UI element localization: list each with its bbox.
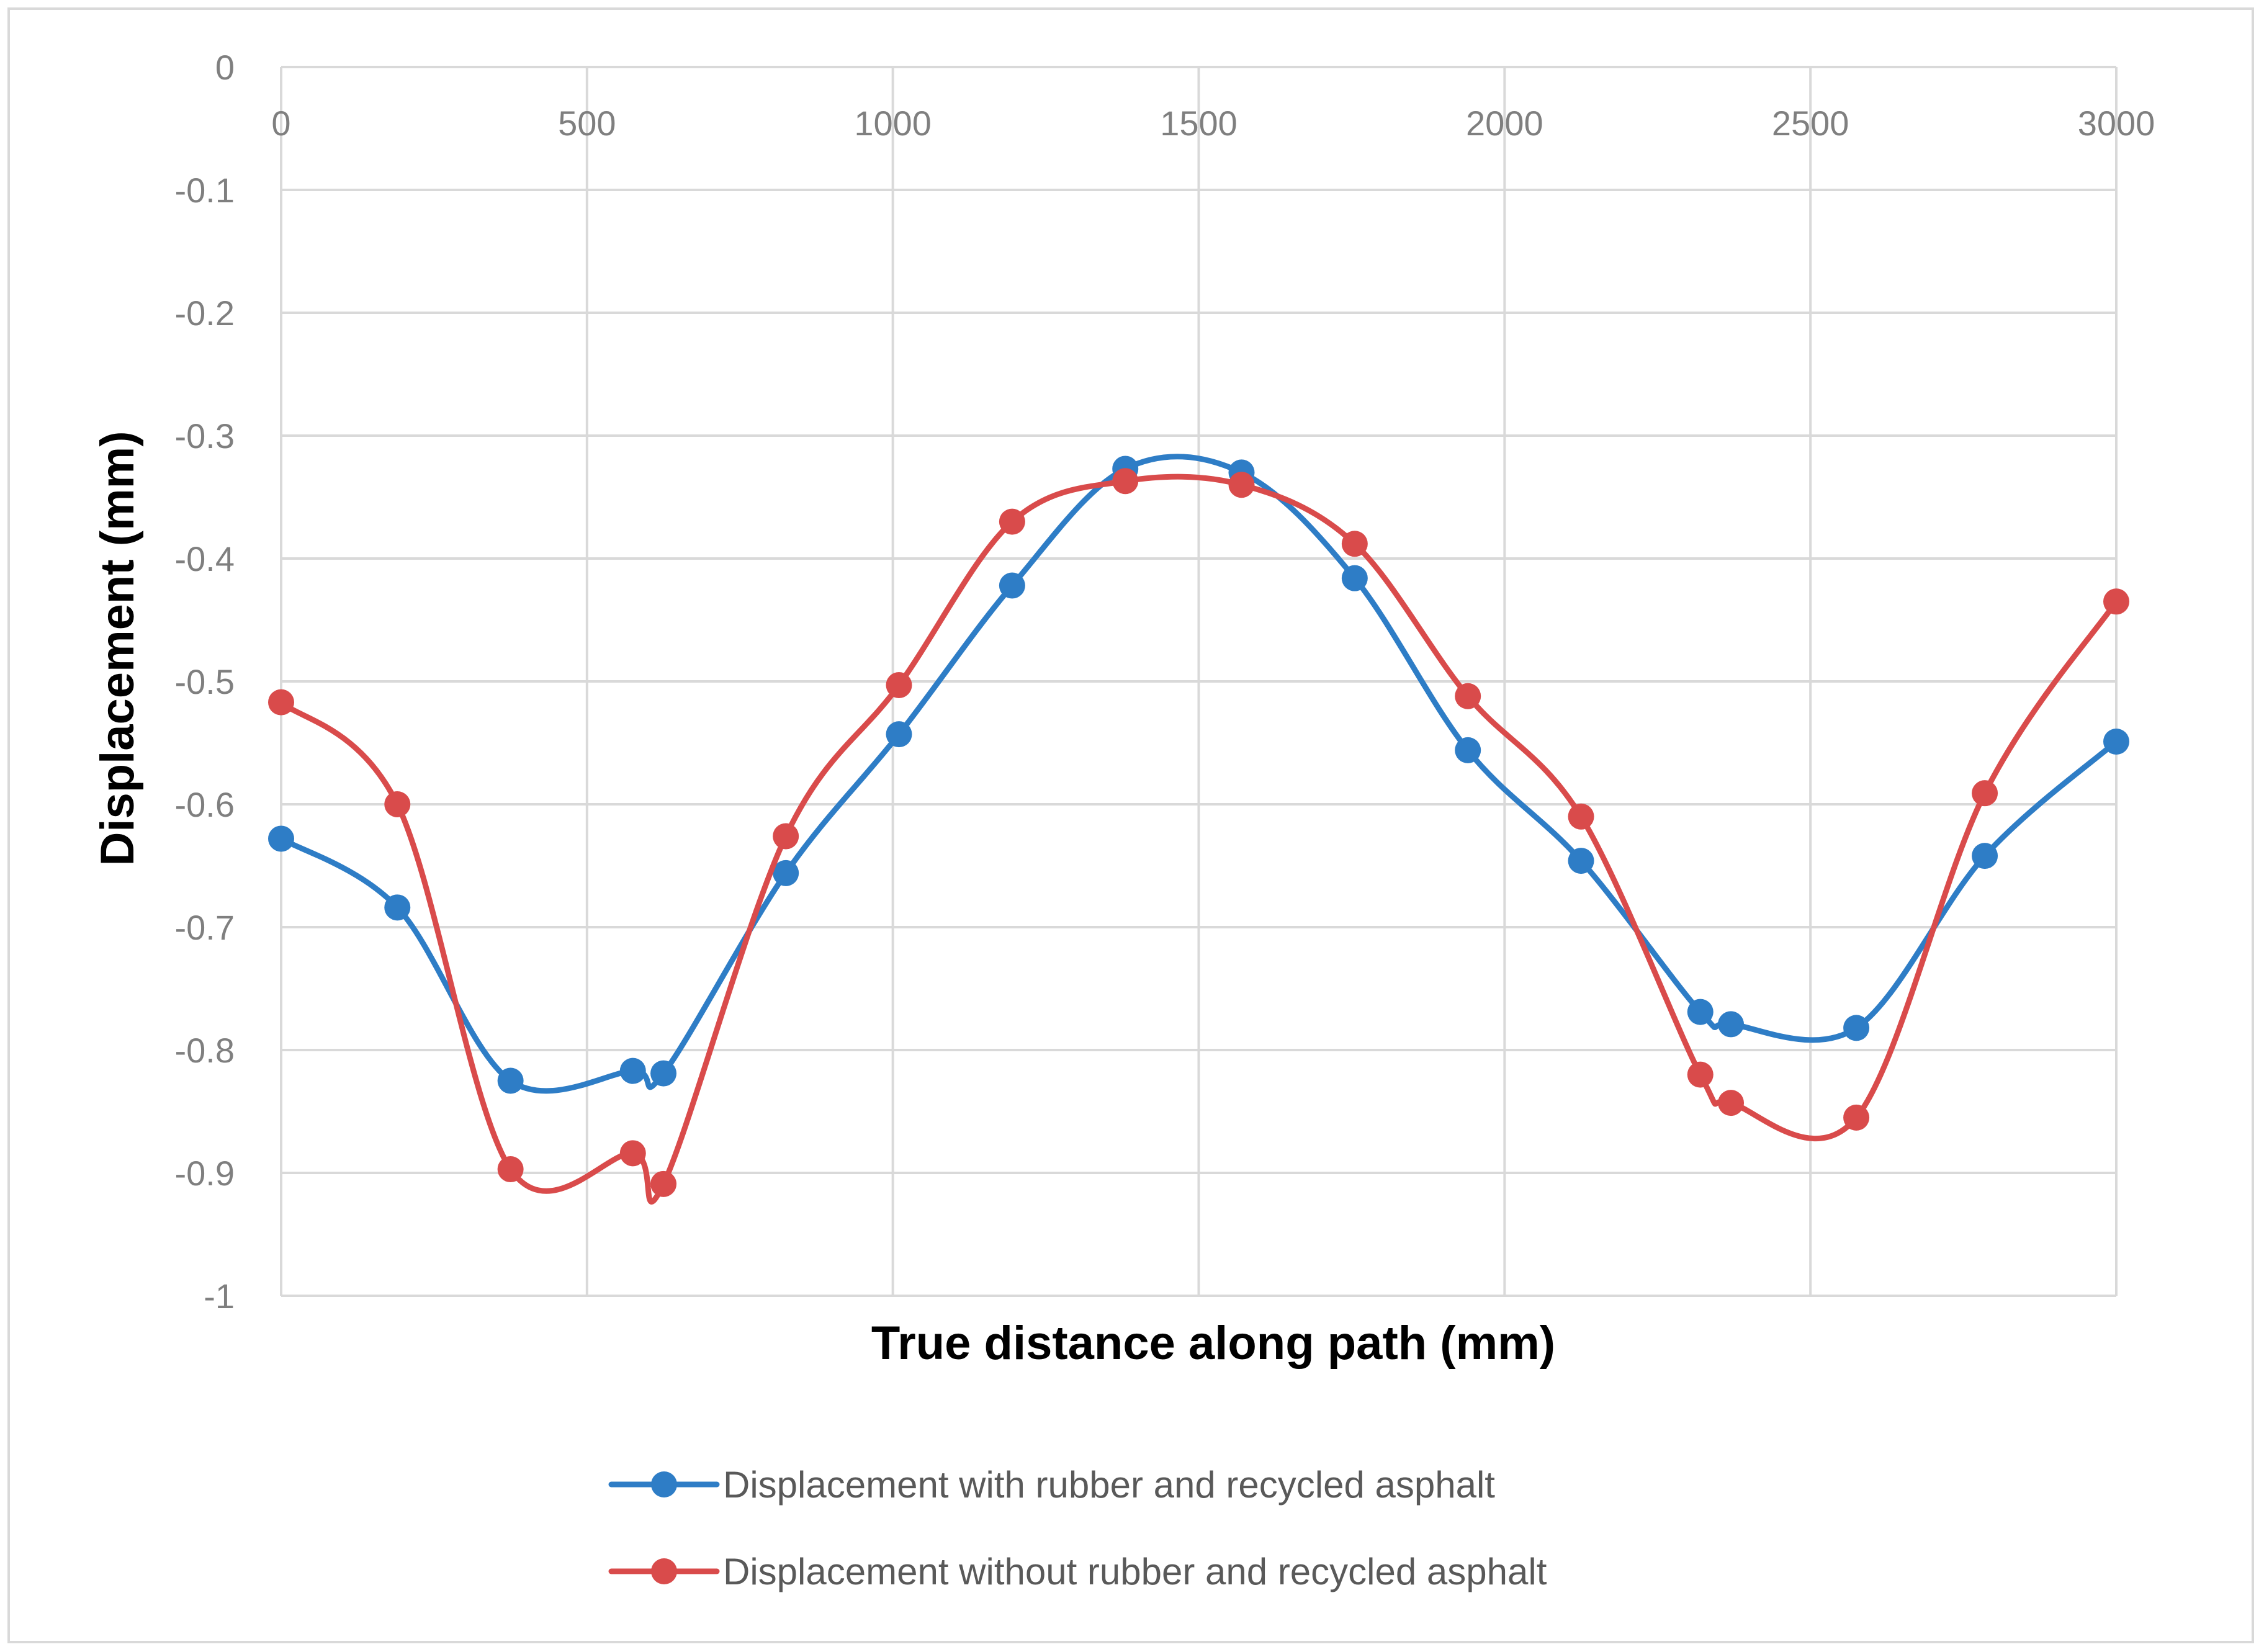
x-tick-label: 0 <box>271 104 290 143</box>
data-point <box>1972 780 1998 807</box>
data-point <box>1341 531 1368 557</box>
data-point <box>1455 737 1481 763</box>
data-point <box>1341 565 1368 591</box>
data-point <box>497 1156 524 1183</box>
y-axis-title: Displacement (mm) <box>91 431 144 866</box>
data-point <box>2103 588 2129 615</box>
y-tick-label: -0.5 <box>175 662 235 701</box>
x-axis-title: True distance along path (mm) <box>871 1317 1555 1370</box>
x-tick-label: 1500 <box>1160 104 1238 143</box>
x-tick-label: 2000 <box>1466 104 1543 143</box>
data-point <box>1843 1015 1870 1041</box>
data-point <box>773 823 799 850</box>
data-point <box>1687 999 1714 1025</box>
y-tick-label: 0 <box>215 48 235 87</box>
data-point <box>384 894 411 921</box>
series-2 <box>268 468 2129 1205</box>
data-point <box>650 1060 677 1087</box>
data-point <box>1228 472 1255 498</box>
legend-label: Displacement with rubber and recycled as… <box>723 1464 1495 1506</box>
y-tick-label: -0.3 <box>175 416 235 456</box>
data-point <box>773 860 799 886</box>
data-point <box>886 721 912 748</box>
x-tick-label: 3000 <box>2078 104 2155 143</box>
y-tick-label: -0.9 <box>175 1154 235 1193</box>
data-point <box>999 572 1025 599</box>
legend-swatch-marker <box>651 1471 677 1497</box>
data-point <box>1455 683 1481 709</box>
y-tick-label: -0.4 <box>175 539 235 578</box>
legend: Displacement with rubber and recycled as… <box>608 1464 1547 1592</box>
legend-item: Displacement with rubber and recycled as… <box>608 1464 1495 1506</box>
data-point <box>999 508 1025 535</box>
y-tick-label: -0.1 <box>175 171 235 210</box>
data-point <box>650 1170 677 1197</box>
data-point <box>1568 848 1594 874</box>
chart-frame <box>7 7 2254 1643</box>
data-point <box>1568 803 1594 830</box>
legend-swatch-marker <box>651 1558 677 1584</box>
x-tick-label: 2500 <box>1772 104 1849 143</box>
legend-item: Displacement without rubber and recycled… <box>608 1551 1547 1592</box>
legend-label: Displacement without rubber and recycled… <box>723 1551 1547 1592</box>
x-tick-label: 500 <box>558 104 616 143</box>
data-point <box>1687 1061 1714 1088</box>
data-point <box>886 671 912 698</box>
data-point <box>268 689 294 716</box>
data-point <box>268 825 294 852</box>
data-point <box>1718 1011 1745 1038</box>
y-tick-label: -0.2 <box>175 294 235 333</box>
data-point <box>1718 1090 1745 1116</box>
data-point <box>619 1057 646 1084</box>
grid <box>280 66 2118 1297</box>
data-point <box>619 1140 646 1167</box>
y-tick-label: -1 <box>204 1277 235 1316</box>
axes: 0 -0.1 -0.2 -0.3 -0.4 -0.5 -0.6 -0.7 -0.8 -0.9 -1 0… <box>175 48 2155 1316</box>
series-layer <box>268 454 2129 1205</box>
x-tick-label: 1000 <box>854 104 932 143</box>
data-point <box>384 791 411 817</box>
series-line <box>278 474 2119 1205</box>
y-tick-label: -0.8 <box>175 1031 235 1070</box>
data-point <box>1112 468 1139 495</box>
data-point <box>497 1067 524 1094</box>
data-point <box>1972 843 1998 869</box>
data-point <box>1843 1104 1870 1131</box>
y-tick-label: -0.6 <box>175 785 235 824</box>
y-tick-label: -0.7 <box>175 908 235 947</box>
data-point <box>2103 729 2129 755</box>
